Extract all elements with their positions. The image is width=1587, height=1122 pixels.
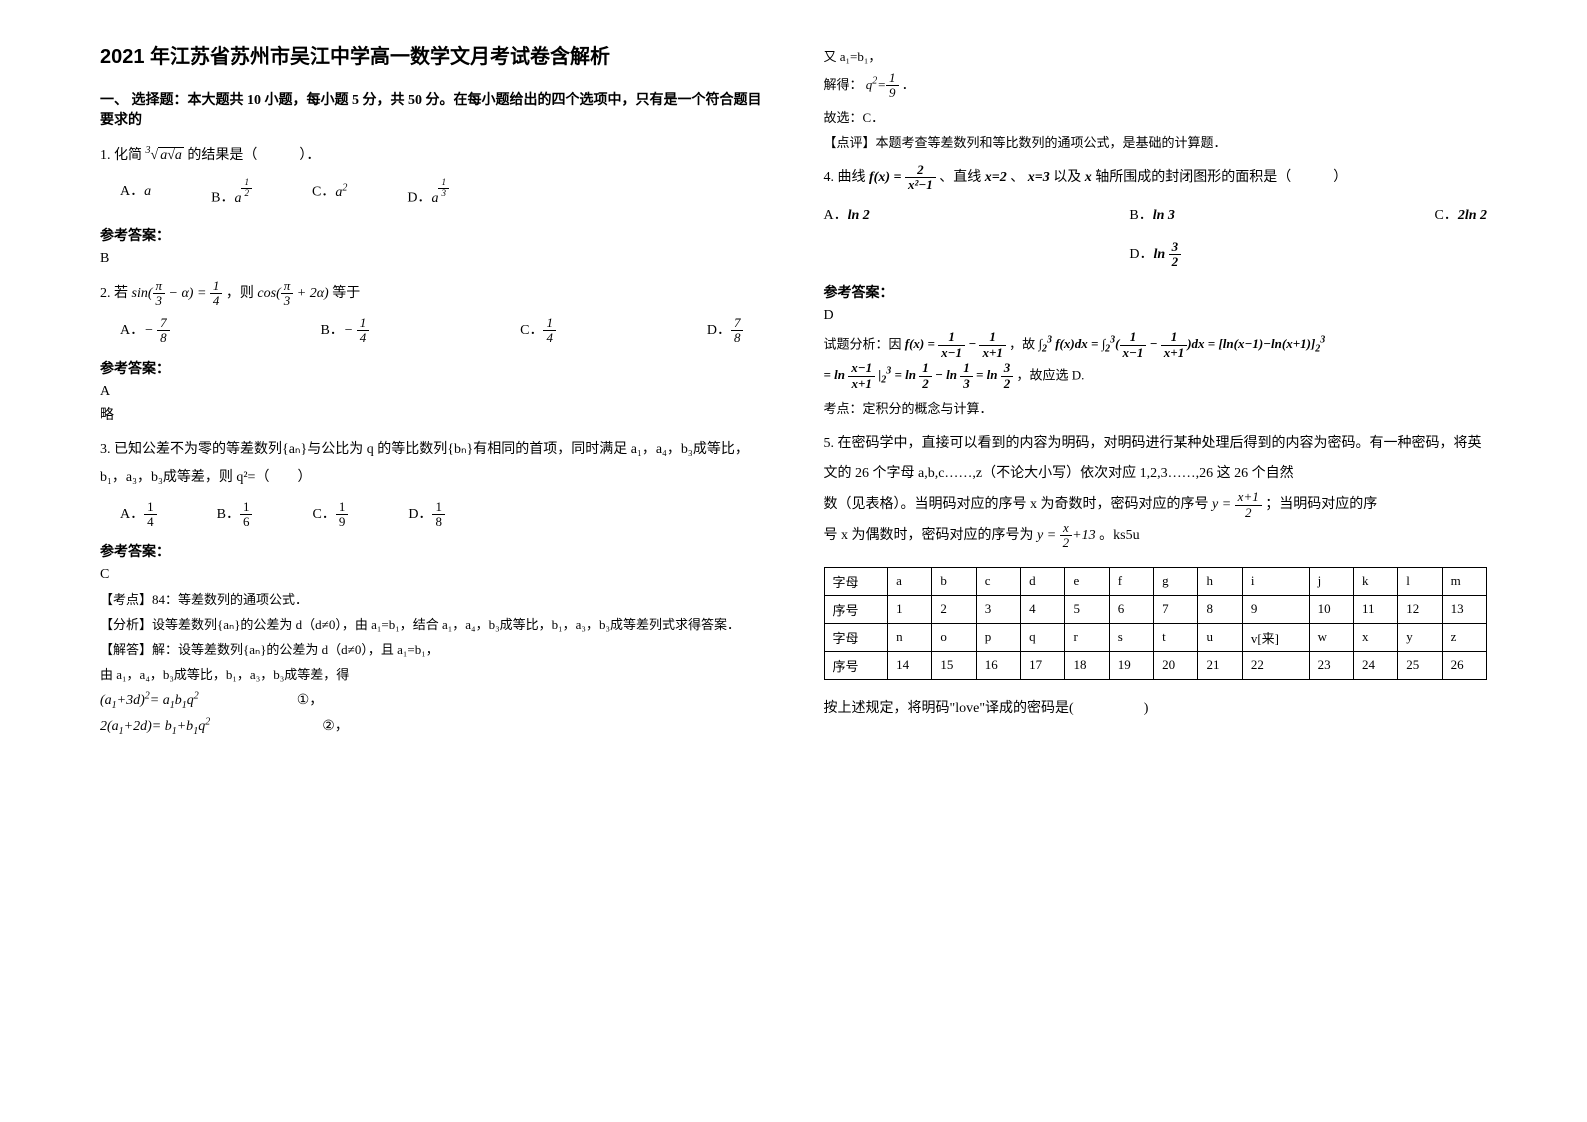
section-heading: 一、 选择题：本大题共 10 小题，每小题 5 分，共 50 分。在每小题给出的… — [100, 89, 764, 129]
p1-optD: D．a13 — [407, 178, 449, 213]
p4-ans: D — [824, 308, 1488, 324]
p4-optC: C．2ln 2 — [1434, 202, 1487, 230]
problem-2: 2. 若 sin(π3 − α) = 14 ，则 cos(π3 + 2α) 等于… — [100, 279, 764, 346]
p2-ans-head: 参考答案： — [100, 358, 764, 378]
p4-optB: B．ln 3 — [1129, 202, 1175, 230]
p3-ans: C — [100, 567, 764, 583]
p5-question: 按上述规定，将明码"love"译成的密码是( ) — [824, 695, 1488, 723]
p3-jieda1: 【解答】解：设等差数列{aₙ}的公差为 d（d≠0），且 a₁=b₁， — [100, 639, 764, 658]
p4-optA: A．ln 2 — [824, 202, 870, 230]
p3-kaodian: 【考点】84：等差数列的通项公式． — [100, 589, 764, 608]
p2-formula1: sin(π3 − α) = 14 — [132, 286, 223, 301]
p4-optD: D．ln 32 — [1129, 247, 1181, 262]
p3-dianping: 【点评】本题考查等差数列和等比数列的通项公式，是基础的计算题． — [824, 132, 1488, 151]
p5-stem3-post: 。ks5u — [1099, 528, 1139, 543]
p4-kaodian: 考点：定积分的概念与计算． — [824, 398, 1488, 417]
p5-stem1: 5. 在密码学中，直接可以看到的内容为明码，对明码进行某种处理后得到的内容为密码… — [824, 429, 1488, 491]
problem-5: 5. 在密码学中，直接可以看到的内容为明码，对明码进行某种处理后得到的内容为密码… — [824, 429, 1488, 552]
p3-optD: D．18 — [408, 500, 445, 530]
p3-ans-head: 参考答案： — [100, 541, 764, 561]
p1-stem-suffix: 的结果是（ ）． — [187, 148, 320, 163]
p5-stem2-post: ；当明码对应的序 — [1265, 497, 1377, 512]
table-row: 序号12345678910111213 — [824, 595, 1487, 623]
p2-optA: A．− 78 — [120, 316, 170, 346]
p5-stem3-pre: 号 x 为偶数时，密码对应的序号为 — [824, 528, 1034, 543]
p2-stem-suffix: 等于 — [332, 286, 360, 301]
p4-fenxi: 试题分析：因 f(x) = 1x−1 − 1x+1 ，故 ∫23 f(x)dx … — [824, 330, 1488, 392]
table-row: 字母nopqrstuv[来]wxyz — [824, 623, 1487, 651]
table-row: 字母abcdefghijklm — [824, 567, 1487, 595]
p4-f: f(x) = 2x²−1 — [869, 170, 936, 185]
table-row: 序号14151617181920212223242526 — [824, 651, 1487, 679]
problem-4: 4. 曲线 f(x) = 2x²−1 、直线 x=2 、 x=3 以及 x 轴所… — [824, 163, 1488, 270]
p3-stem: 3. 已知公差不为零的等差数列{aₙ}与公比为 q 的等比数列{bₙ}有相同的首… — [100, 436, 764, 492]
p2-stem-prefix: 2. 若 — [100, 286, 128, 301]
p3-optA: A．14 — [120, 500, 157, 530]
p3-col2-line2: 解得： q2=19 ． — [824, 71, 1488, 101]
problem-1: 1. 化简 3√a√a 的结果是（ ）． A．a B．a12 C．a2 D．a1… — [100, 141, 764, 213]
p3-fenxi: 【分析】设等差数列{aₙ}的公差为 d（d≠0），由 a₁=b₁，结合 a₁，a… — [100, 614, 764, 633]
p3-jieda2: 由 a₁，a₄，b₃成等比，b₁，a₃，b₃成等差，得 — [100, 664, 764, 683]
p2-optB: B．− 14 — [320, 316, 369, 346]
page-title: 2021 年江苏省苏州市吴江中学高一数学文月考试卷含解析 — [100, 40, 764, 69]
p3-col2-line3: 故选：C． — [824, 107, 1488, 126]
p1-ans: B — [100, 251, 764, 267]
p4-ans-head: 参考答案： — [824, 282, 1488, 302]
p5-table: 字母abcdefghijklm 序号12345678910111213 字母no… — [824, 567, 1488, 680]
p3-optB: B．16 — [217, 500, 253, 530]
p2-stem-mid: ，则 — [226, 286, 254, 301]
p1-stem-prefix: 1. 化简 — [100, 148, 142, 163]
p1-optC: C．a2 — [312, 178, 347, 213]
p5-stem2-pre: 数（见表格）。当明码对应的序号 x 为奇数时，密码对应的序号 — [824, 497, 1209, 512]
p1-ans-head: 参考答案： — [100, 225, 764, 245]
p1-optB: B．a12 — [211, 178, 252, 213]
p1-formula: 3√a√a — [146, 148, 184, 163]
p2-formula2: cos(π3 + 2α) — [257, 286, 328, 301]
p3-optC: C．19 — [312, 500, 348, 530]
p2-ans2: 略 — [100, 404, 764, 424]
problem-3: 3. 已知公差不为零的等差数列{aₙ}与公比为 q 的等比数列{bₙ}有相同的首… — [100, 436, 764, 530]
p3-eq1: (a1+3d)2= a1b1q2 ①， — [100, 689, 764, 711]
p3-col2-line1: 又 a₁=b₁， — [824, 46, 1488, 65]
p2-optD: D．78 — [707, 316, 744, 346]
p1-optA: A．a — [120, 178, 151, 213]
p2-ans: A — [100, 384, 764, 400]
p3-eq2: 2(a1+2d)= b1+b1q2 ②， — [100, 715, 764, 737]
p4-stem-prefix: 4. 曲线 — [824, 170, 866, 185]
p2-optC: C．14 — [520, 316, 556, 346]
